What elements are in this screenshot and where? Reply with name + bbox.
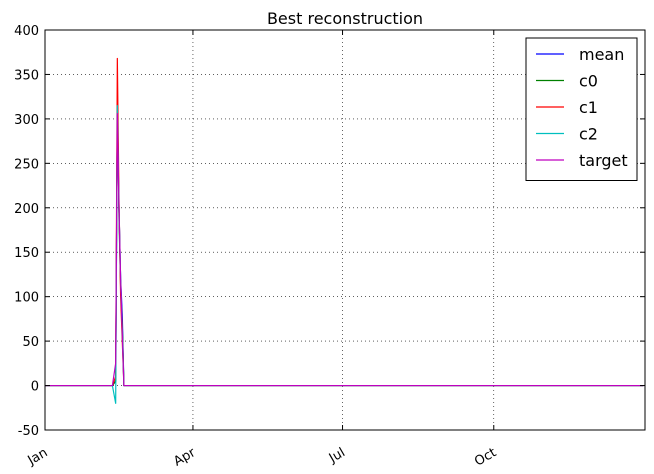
y-tick-label: 350 bbox=[14, 68, 39, 83]
legend-label-c1: c1 bbox=[579, 98, 598, 117]
y-tick-label: 150 bbox=[14, 246, 39, 261]
y-tick-label: 200 bbox=[14, 202, 39, 217]
series-lines bbox=[45, 57, 644, 404]
y-tick-label: 100 bbox=[14, 291, 39, 306]
legend-label-c2: c2 bbox=[579, 125, 598, 144]
y-tick-label: 250 bbox=[14, 157, 39, 172]
legend: mean c0 c1 c2 target bbox=[525, 37, 638, 181]
y-tick-label: 50 bbox=[22, 335, 39, 350]
plot-area-frame bbox=[44, 29, 646, 431]
chart-title: Best reconstruction bbox=[267, 9, 423, 28]
y-tick-label: 0 bbox=[31, 380, 39, 395]
series-line-target bbox=[45, 112, 644, 387]
legend-box bbox=[525, 37, 638, 181]
legend-label-target: target bbox=[579, 151, 628, 170]
x-tick-label: Jul bbox=[326, 445, 348, 466]
y-tick-label: 400 bbox=[14, 24, 39, 39]
legend-label-mean: mean bbox=[579, 45, 624, 64]
y-tick-label: 300 bbox=[14, 113, 39, 128]
y-tick-label: -50 bbox=[18, 424, 39, 439]
legend-label-c0: c0 bbox=[579, 72, 598, 91]
